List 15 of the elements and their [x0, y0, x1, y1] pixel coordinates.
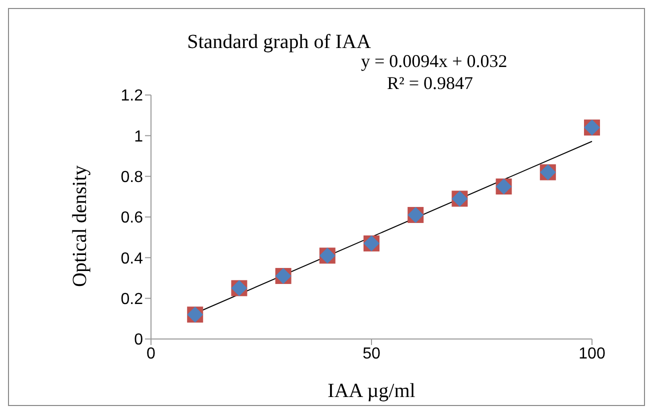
chart-title: Standard graph of IAA — [186, 31, 372, 54]
x-axis-title: IAA µg/ml — [328, 380, 416, 402]
x-tick-label: 0 — [146, 345, 156, 362]
y-tick-label: 0 — [134, 332, 144, 349]
y-tick-label: 0.8 — [120, 169, 144, 186]
x-tick-label: 50 — [362, 345, 380, 362]
y-tick-label: 0.6 — [120, 210, 144, 227]
y-axis-title: Optical density — [69, 165, 92, 287]
y-tick-label: 1.2 — [120, 88, 144, 105]
y-tick-label: 0.2 — [120, 291, 144, 308]
x-tick-label: 100 — [578, 345, 606, 362]
y-tick-label: 1 — [134, 128, 144, 146]
text: R² = 0.9847 — [387, 73, 474, 94]
y-tick-label: 0.4 — [120, 250, 144, 268]
text: y = 0.0094x + 0.032 — [361, 51, 508, 72]
